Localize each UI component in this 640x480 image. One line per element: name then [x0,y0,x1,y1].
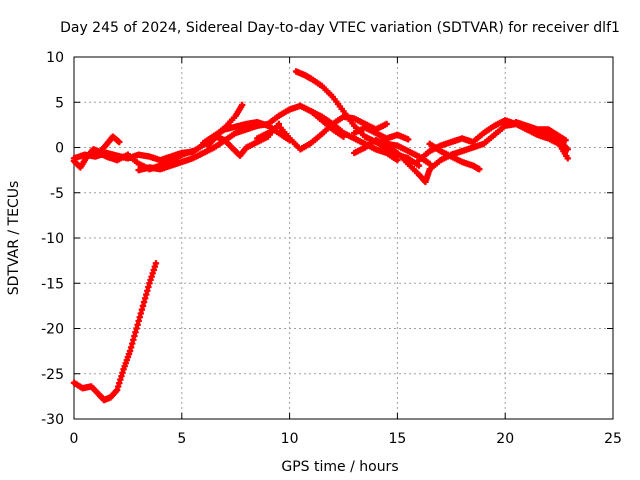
data-point [383,120,390,128]
y-tick-label: -25 [41,367,64,383]
series-arc-low [70,260,160,404]
data-point [394,156,401,164]
data-point [476,166,483,173]
series-arc-k [351,124,412,143]
data-point [404,136,412,143]
data-point [189,147,196,155]
x-tick-label: 25 [604,431,622,447]
series-arc-o [512,118,569,144]
series-arc-m [415,117,571,164]
x-tick-label: 10 [281,431,299,447]
x-tick-label: 20 [496,431,514,447]
data-point [564,155,571,162]
data-point [238,101,246,109]
data-point [564,146,571,153]
y-tick-label: 5 [55,95,64,111]
series-arc-i [307,108,401,164]
y-tick-label: -20 [41,322,64,338]
data-point [426,160,433,167]
axis-ticks [73,56,614,420]
chart-title: Day 245 of 2024, Sidereal Day-to-day VTE… [60,20,620,36]
series-layer [70,68,571,404]
x-tick-label: 5 [177,431,186,447]
y-tick-label: -10 [41,231,64,247]
y-tick-label: -15 [41,276,64,292]
data-point [116,138,123,146]
x-axis-label: GPS time / hours [281,459,398,475]
series-arc-n [426,140,483,173]
y-tick-label: -5 [50,186,64,202]
y-tick-label: 0 [55,141,64,157]
data-point [152,260,160,267]
x-tick-label: 15 [388,431,406,447]
series-arc-f [204,120,283,159]
y-tick-labels: -30 -25 -20 -15 -10 -5 0 5 10 [41,50,64,428]
x-tick-labels: 0 5 10 15 20 25 [70,431,622,447]
data-point [415,162,423,169]
x-tick-label: 0 [70,431,79,447]
y-tick-label: 10 [46,50,64,66]
data-point [562,137,569,144]
y-axis-label: SDTVAR / TECUs [6,181,22,296]
y-tick-label: -30 [41,412,64,428]
